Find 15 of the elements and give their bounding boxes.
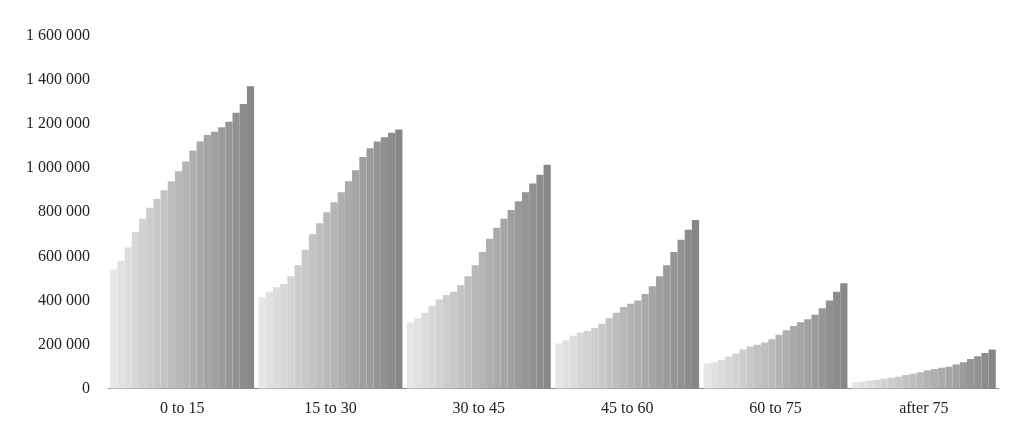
y-tick-label: 800 000 xyxy=(38,202,90,220)
y-tick-label: 1 000 000 xyxy=(26,158,90,176)
y-tick-label: 600 000 xyxy=(38,246,90,264)
y-tick-label: 400 000 xyxy=(38,290,90,308)
y-tick-label: 1 600 000 xyxy=(26,25,90,43)
y-tick-label: 1 200 000 xyxy=(26,114,90,132)
x-tick-label: 0 to 15 xyxy=(159,398,205,416)
x-tick-label: after 75 xyxy=(899,398,949,416)
x-tick-label: 60 to 75 xyxy=(749,398,802,416)
y-tick-label: 0 xyxy=(82,379,90,396)
x-tick-label: 30 to 45 xyxy=(452,398,506,416)
y-tick-label: 200 000 xyxy=(38,334,90,352)
x-tick-label: 45 to 60 xyxy=(600,398,654,416)
y-tick-label: 1 400 000 xyxy=(26,69,90,87)
x-tick-label: 15 to 30 xyxy=(304,398,357,416)
